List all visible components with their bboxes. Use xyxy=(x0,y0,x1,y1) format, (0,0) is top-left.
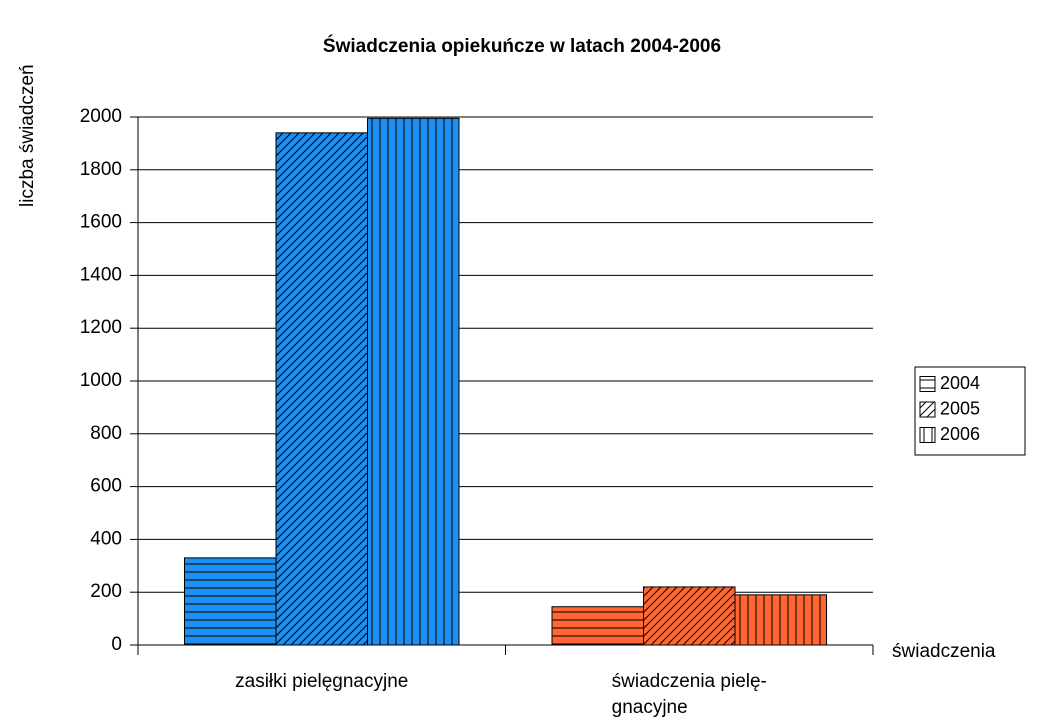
x-axis-label: świadczenia xyxy=(892,641,996,662)
bar xyxy=(643,586,736,646)
chart-title: Świadczenia opiekuńcze w latach 2004-200… xyxy=(323,35,721,57)
y-tick-label: 1000 xyxy=(80,370,122,391)
legend-label: 2005 xyxy=(940,398,980,418)
bar xyxy=(551,606,644,646)
y-tick-label: 200 xyxy=(90,581,122,602)
legend-swatch xyxy=(919,376,936,392)
legend-swatch xyxy=(919,427,936,443)
y-tick-label: 1400 xyxy=(80,264,122,285)
y-axis-label: liczba świadczeń xyxy=(17,64,38,207)
bar xyxy=(184,557,277,646)
y-tick-label: 600 xyxy=(90,476,122,497)
bar xyxy=(275,132,368,646)
legend-label: 2004 xyxy=(940,373,980,393)
y-tick-label: 400 xyxy=(90,528,122,549)
y-tick-label: 2000 xyxy=(80,106,122,127)
x-tick-label: zasiłki pielęgnacyjne xyxy=(235,671,408,692)
x-tick-label: świadczenia pielę- xyxy=(612,671,767,692)
y-tick-label: 1600 xyxy=(80,212,122,233)
legend-swatch xyxy=(919,401,936,418)
y-tick-label: 1800 xyxy=(80,159,122,180)
bar xyxy=(734,594,827,646)
x-tick-label: gnacyjne xyxy=(612,697,688,718)
y-tick-label: 1200 xyxy=(80,317,122,338)
y-tick-label: 800 xyxy=(90,423,122,444)
y-tick-label: 0 xyxy=(111,634,122,655)
bar xyxy=(367,117,460,646)
legend-label: 2006 xyxy=(940,424,980,444)
